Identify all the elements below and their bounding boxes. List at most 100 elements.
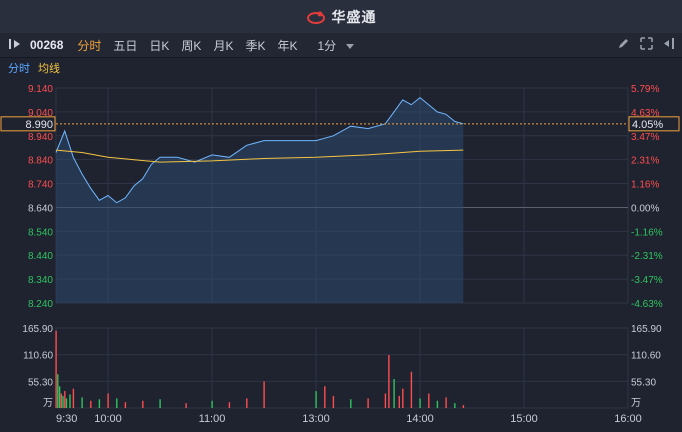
volume-bar bbox=[324, 386, 326, 408]
expand-icon[interactable] bbox=[640, 37, 653, 53]
volume-bar bbox=[69, 394, 71, 408]
volume-bar bbox=[350, 399, 352, 408]
x-tick-label: 14:00 bbox=[406, 413, 434, 425]
volume-panel-frame bbox=[55, 327, 629, 409]
volume-bar bbox=[57, 374, 59, 408]
y-tick-label-right: 2.31% bbox=[631, 156, 659, 167]
volume-bar bbox=[72, 388, 75, 408]
volume-bar bbox=[246, 398, 248, 408]
volume-tick-label-left: 165.90 bbox=[22, 324, 53, 335]
y-tick-label-left: 9.040 bbox=[28, 108, 53, 119]
current-pct-box bbox=[628, 116, 680, 132]
app-header: 华盛通 bbox=[0, 0, 682, 34]
volume-bar bbox=[98, 399, 101, 408]
volume-bar bbox=[445, 397, 447, 408]
interval-value: 1分 bbox=[317, 38, 337, 53]
y-tick-label-right: 4.63% bbox=[631, 108, 659, 119]
avg-line bbox=[55, 149, 464, 163]
y-tick-label-right: 3.47% bbox=[631, 132, 659, 143]
x-tick-label: 9:30 bbox=[56, 413, 77, 425]
volume-bar bbox=[60, 393, 62, 408]
avg-line-label: 均线 bbox=[38, 63, 60, 75]
volume-tick-label-right: 55.30 bbox=[631, 377, 656, 388]
volume-bar bbox=[263, 381, 265, 408]
y-tick-label-right: 5.79% bbox=[631, 84, 659, 95]
logo-icon bbox=[306, 9, 326, 25]
volume-bar bbox=[393, 379, 395, 408]
volume-tick-label-right: 165.90 bbox=[631, 324, 662, 335]
y-tick-label-right: -1.16% bbox=[631, 227, 663, 238]
price-area-fill bbox=[56, 97, 464, 303]
y-tick-label-right: 0.00% bbox=[631, 203, 659, 214]
volume-bar bbox=[332, 395, 335, 408]
volume-bar bbox=[116, 398, 118, 408]
volume-tick-label-left: 110.60 bbox=[23, 351, 53, 362]
volume-bar bbox=[228, 402, 231, 408]
y-tick-label-right: -4.63% bbox=[631, 299, 663, 310]
volume-bar bbox=[62, 395, 64, 408]
indicator-tab[interactable]: 分时 bbox=[8, 63, 30, 75]
volume-bar bbox=[142, 400, 144, 408]
volume-bar bbox=[410, 371, 413, 408]
volume-bar bbox=[81, 397, 83, 408]
tab-daily-k[interactable]: 日K bbox=[149, 38, 170, 53]
volume-bar bbox=[436, 400, 439, 408]
y-tick-label-left: 8.240 bbox=[28, 299, 53, 310]
volume-bar bbox=[398, 395, 400, 408]
side-panel-icon[interactable] bbox=[663, 37, 676, 53]
app-title: 华盛通 bbox=[331, 8, 377, 25]
volume-bar bbox=[402, 388, 404, 408]
volume-bar bbox=[64, 391, 66, 408]
x-tick-label: 15:00 bbox=[510, 413, 538, 425]
volume-bar bbox=[90, 400, 92, 408]
volume-bar bbox=[65, 398, 68, 408]
current-price-box bbox=[0, 116, 56, 132]
y-tick-label-left: 8.940 bbox=[28, 132, 53, 143]
y-tick-label-left: 9.140 bbox=[28, 84, 53, 95]
volume-bar bbox=[462, 405, 465, 408]
price-line bbox=[55, 96, 464, 204]
toolbar-actions bbox=[617, 33, 676, 57]
tab-five-day[interactable]: 五日 bbox=[113, 38, 138, 53]
interval-select[interactable]: 1分 bbox=[303, 37, 359, 54]
stock-code[interactable]: 00268 bbox=[30, 38, 64, 52]
volume-bar bbox=[107, 393, 109, 408]
toolbar: 00268 分时 五日 日K 周K 月K 季K 年K 1分 bbox=[0, 33, 682, 58]
brand: 华盛通 bbox=[0, 0, 682, 33]
volume-bar bbox=[211, 400, 213, 408]
current-price-label: 8.990 bbox=[25, 119, 53, 131]
intraday-chart: 9.140 5.79% 9.040 4.63% 8.940 3.47% 8.840 2.31%… bbox=[0, 84, 680, 425]
current-pct-label: 4.05% bbox=[632, 119, 663, 131]
volume-bar bbox=[124, 402, 127, 408]
tab-yearly-k[interactable]: 年K bbox=[277, 38, 298, 53]
x-tick-label: 11:00 bbox=[199, 413, 226, 425]
y-tick-label-right: -2.31% bbox=[631, 251, 663, 262]
tab-monthly-k[interactable]: 月K bbox=[213, 38, 234, 53]
volume-tick-label-left: 55.30 bbox=[28, 377, 53, 388]
tab-intraday[interactable]: 分时 bbox=[77, 38, 102, 53]
y-tick-label-left: 8.540 bbox=[28, 227, 53, 238]
y-tick-label-right: -3.47% bbox=[631, 275, 663, 286]
y-tick-label-right: 1.16% bbox=[631, 180, 659, 191]
pencil-icon[interactable] bbox=[617, 37, 630, 53]
volume-bar bbox=[428, 393, 430, 408]
volume-bar bbox=[315, 391, 317, 408]
y-tick-label-left: 8.840 bbox=[28, 156, 53, 167]
volume-bar bbox=[388, 355, 390, 408]
volume-unit-label: 万 bbox=[43, 398, 53, 409]
collapse-icon[interactable] bbox=[0, 38, 26, 53]
volume-bar bbox=[367, 398, 369, 408]
volume-tick-label-right: 110.60 bbox=[631, 351, 661, 362]
volume-bar bbox=[58, 386, 61, 408]
y-tick-label-left: 8.440 bbox=[28, 251, 53, 262]
volume-bar bbox=[384, 393, 387, 408]
tab-quarterly-k[interactable]: 季K bbox=[245, 38, 266, 53]
chevron-down-icon bbox=[345, 43, 354, 49]
x-tick-label: 16:00 bbox=[614, 413, 642, 425]
tab-weekly-k[interactable]: 周K bbox=[181, 38, 202, 53]
y-tick-label-left: 8.740 bbox=[28, 180, 53, 191]
x-tick-label: 13:00 bbox=[302, 413, 330, 425]
chart-area: 9.140 5.79% 9.040 4.63% 8.940 3.47% 8.840 2.31%… bbox=[0, 78, 682, 432]
y-tick-label-left: 8.640 bbox=[28, 203, 53, 214]
